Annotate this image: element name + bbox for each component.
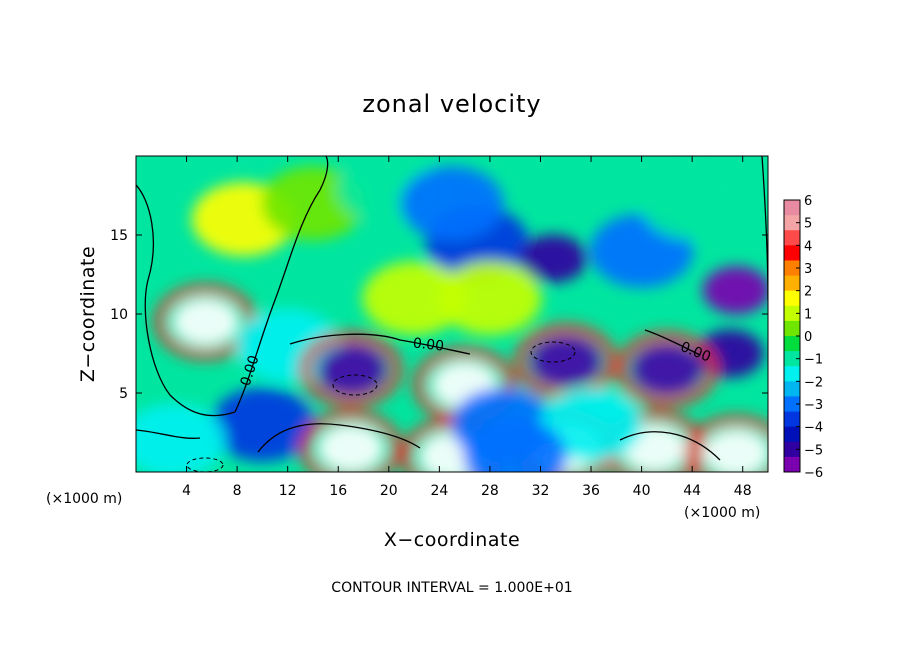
colorbar-tick-label: −4 (804, 421, 823, 436)
field-cell (438, 261, 542, 336)
y-tick-label: 5 (119, 386, 128, 402)
x-tick-label: 20 (380, 483, 398, 499)
x-axis-unit-left: (×1000 m) (46, 491, 122, 507)
colorbar-swatch (784, 245, 800, 261)
contour-line (289, 333, 471, 355)
x-tick-label: 40 (633, 483, 651, 499)
contour-line (136, 429, 201, 439)
field-cell (633, 345, 701, 394)
field-cell (684, 414, 768, 472)
field-cell (702, 428, 768, 472)
y-tick-label: 15 (110, 228, 128, 244)
contour-line (234, 156, 329, 413)
dashed-contour (332, 374, 378, 396)
contour-line (257, 423, 421, 453)
field-cell (362, 261, 466, 336)
colorbar-tick-label: −3 (804, 398, 823, 413)
field-cell (298, 409, 403, 472)
colorbar-tick-label: 1 (804, 307, 812, 322)
x-axis-title: X−coordinate (384, 529, 520, 551)
colorbar-tick-label: −6 (804, 466, 823, 481)
y-axis-title: Z−coordinate (77, 246, 99, 382)
colorbar-tick-label: 6 (804, 194, 812, 209)
negative-contours (186, 341, 576, 472)
x-tick-label: 24 (430, 483, 448, 499)
colorbar-swatch (784, 456, 800, 473)
field-cell (317, 345, 385, 394)
field-cell (298, 330, 403, 408)
colorbar-swatch (784, 396, 800, 413)
contour-line (136, 184, 236, 417)
field-cell (171, 297, 240, 347)
colorbar: 6 5 4 3 2 1 0 −1 −2 −3 −4 −5 −6 (783, 194, 823, 481)
x-tick-label: 36 (582, 483, 600, 499)
contour-label: 0.00 (412, 335, 445, 354)
x-tick-label: 32 (532, 483, 550, 499)
colorbar-swatch (784, 366, 800, 382)
field-cell (463, 419, 567, 472)
field-cell (614, 330, 719, 408)
colorbar-swatch (784, 305, 800, 322)
colorbar-swatch (784, 411, 800, 428)
colorbar-tick-label: 3 (804, 262, 812, 277)
x-axis: 4 8 12 16 20 24 28 32 36 40 44 48 (182, 156, 752, 499)
x-tick-label: 44 (683, 483, 701, 499)
contour-line (644, 329, 701, 356)
colorbar-swatch (784, 200, 800, 216)
x-tick-label: 48 (734, 483, 752, 499)
contour-interval-note: CONTOUR INTERVAL = 1.000E+01 (331, 580, 572, 596)
x-tick-label: 12 (279, 483, 297, 499)
x-tick-label: 8 (233, 483, 242, 499)
colorbar-swatch (784, 381, 800, 397)
colorbar-swatch (784, 290, 800, 307)
colorbar-tick-label: 4 (804, 239, 812, 254)
y-tick-label: 10 (110, 307, 128, 323)
y-axis: 5 10 15 (110, 228, 768, 402)
contour-line (619, 431, 721, 461)
colorbar-swatch (784, 215, 800, 231)
colorbar-swatch (784, 230, 800, 246)
field-cell (136, 403, 226, 472)
field-cell (702, 266, 768, 315)
colorbar-tick-label: −2 (804, 375, 823, 390)
x-axis-unit-right: (×1000 m) (684, 505, 760, 521)
field-cell (235, 308, 340, 383)
colorbar-swatch (784, 320, 800, 337)
field-cell (317, 424, 385, 472)
x-tick-label: 4 (182, 483, 191, 499)
colorbar-swatch (784, 441, 800, 458)
colorbar-tick-label: 5 (804, 217, 812, 232)
x-tick-label: 16 (329, 483, 347, 499)
plot-area (136, 156, 768, 472)
x-tick-label: 28 (481, 483, 499, 499)
colorbar-tick-label: 0 (804, 330, 812, 345)
field-cell (531, 337, 600, 386)
field-cell (539, 387, 643, 462)
chart-title: zonal velocity (362, 90, 541, 118)
field-cell (640, 166, 744, 241)
field-cell (400, 166, 504, 241)
dashed-contour (530, 341, 576, 363)
colorbar-tick-label: −1 (804, 353, 823, 368)
velocity-field (136, 156, 768, 472)
dashed-contour (186, 457, 224, 472)
colorbar-swatch (784, 260, 800, 277)
colorbar-swatch (784, 275, 800, 292)
field-cell (210, 387, 315, 462)
colorbar-swatch (784, 426, 800, 443)
colorbar-swatch (784, 351, 800, 367)
colorbar-tick-label: 2 (804, 285, 812, 300)
colorbar-swatch (784, 336, 800, 352)
field-cell (519, 234, 587, 283)
colorbar-tick-label: −5 (804, 443, 823, 458)
